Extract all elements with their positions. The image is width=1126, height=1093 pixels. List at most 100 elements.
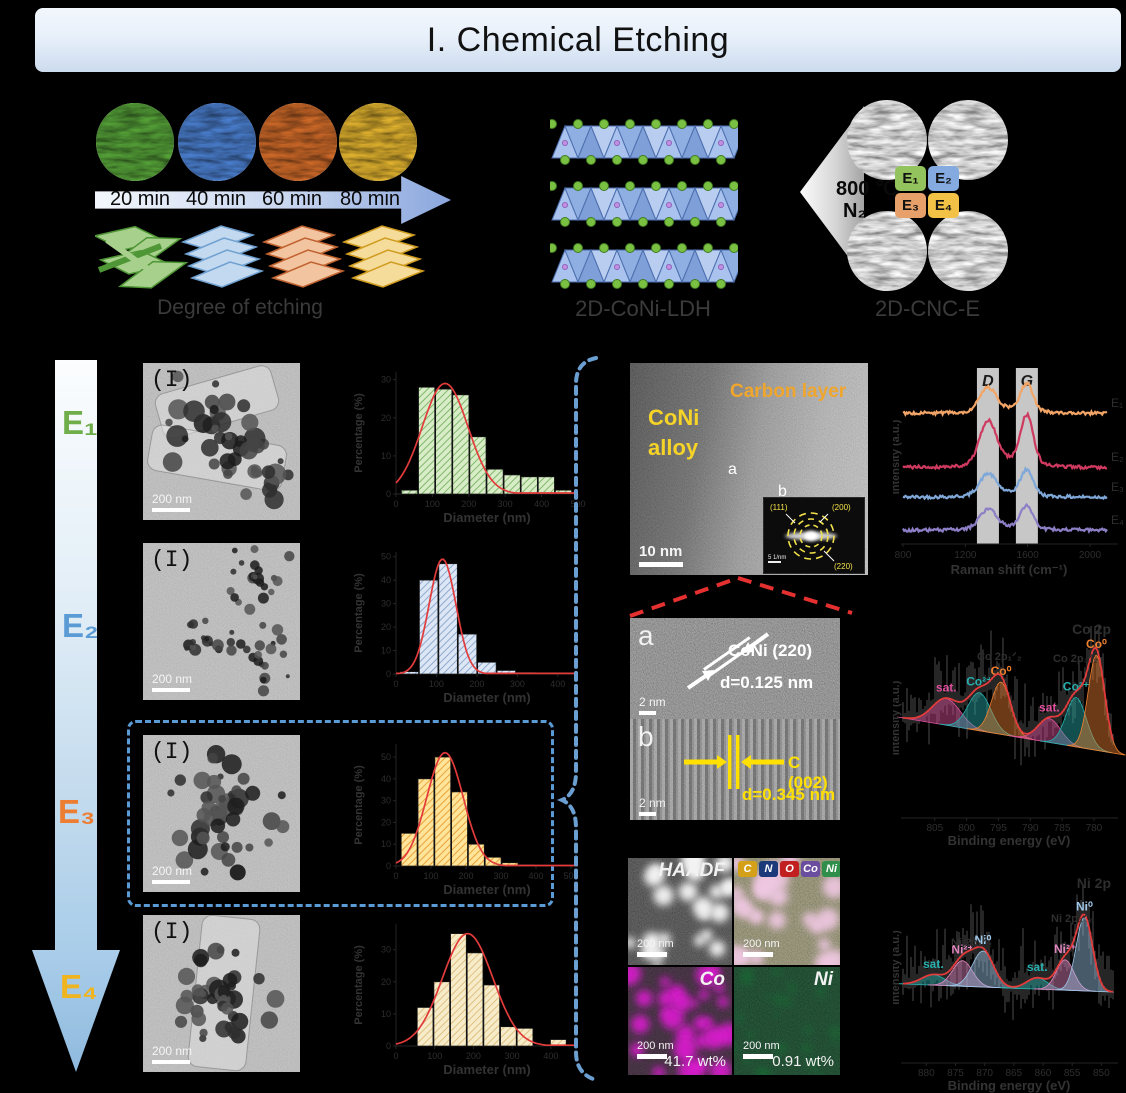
svg-text:10: 10 xyxy=(381,1009,391,1019)
saed-ring-220: (220) xyxy=(834,562,853,571)
badge-e3: E₃ xyxy=(895,193,926,218)
section-title: I. Chemical Etching xyxy=(426,20,730,59)
scalebar: 200 nm xyxy=(152,492,192,512)
phase-a-label: CoNi (220) xyxy=(728,641,813,660)
tint-orange xyxy=(259,103,337,181)
svg-text:200: 200 xyxy=(458,871,473,881)
scalebar: 200 nm xyxy=(152,672,192,692)
svg-text:0: 0 xyxy=(386,1041,391,1051)
svg-text:0: 0 xyxy=(393,499,398,509)
svg-text:300: 300 xyxy=(510,679,525,689)
svg-text:Percentage (%): Percentage (%) xyxy=(353,393,365,473)
svg-text:D: D xyxy=(982,373,994,390)
hrtem-overview-image: Carbon layer CoNi alloy a b 10 nm xyxy=(630,363,868,575)
svg-text:Diameter (nm): Diameter (nm) xyxy=(443,510,530,525)
svg-text:sat.: sat. xyxy=(923,957,944,971)
svg-text:200: 200 xyxy=(461,499,476,509)
svg-text:300: 300 xyxy=(493,871,508,881)
svg-text:Intensity (a.u.): Intensity (a.u.) xyxy=(893,419,902,494)
saed-ring-200: (200) xyxy=(832,503,851,512)
sem-circle-20min xyxy=(96,103,174,181)
svg-text:100: 100 xyxy=(423,871,438,881)
svg-text:855: 855 xyxy=(1064,1068,1081,1079)
cnc-label: 2D-CNC-E xyxy=(874,296,981,321)
svg-text:200: 200 xyxy=(469,679,484,689)
svg-text:870: 870 xyxy=(976,1068,993,1079)
carbon-layer-label: Carbon layer xyxy=(730,381,847,402)
eds-ni-map: Ni 200 nm 0.91 wt% xyxy=(734,967,840,1075)
tem-image-e3: (I) 200 nm xyxy=(143,735,300,892)
saed-ring-111: (111) xyxy=(770,503,788,512)
svg-text:E₄: E₄ xyxy=(1111,513,1124,527)
svg-text:50: 50 xyxy=(381,552,391,562)
element-badge-ni: Ni xyxy=(822,861,840,877)
svg-text:sat.: sat. xyxy=(1027,960,1048,974)
svg-text:20: 20 xyxy=(381,622,391,632)
svg-text:860: 860 xyxy=(1035,1068,1052,1079)
pyrolysis-temp: 800 ℃ xyxy=(836,178,898,200)
svg-text:E₃: E₃ xyxy=(1111,480,1124,494)
svg-text:0: 0 xyxy=(386,861,391,871)
phase-b-label: C (002) xyxy=(788,753,828,792)
panel-marker: (I) xyxy=(151,547,193,573)
svg-text:30: 30 xyxy=(381,796,391,806)
svg-text:40: 40 xyxy=(381,774,391,784)
svg-text:0: 0 xyxy=(393,1051,398,1061)
element-badge-n: N xyxy=(759,861,778,877)
time-label-80min: 80 min xyxy=(339,188,401,210)
svg-text:30: 30 xyxy=(381,945,391,955)
svg-text:300: 300 xyxy=(505,1051,520,1061)
svg-text:0: 0 xyxy=(393,679,398,689)
saed-pattern-inset: (111) (200) (220) 5 1/nm xyxy=(763,497,865,574)
ldh-label: 2D-CoNi-LDH xyxy=(575,296,711,321)
coni-alloy-label-2: alloy xyxy=(648,435,699,460)
stage-label-e2: E₂ xyxy=(62,607,99,644)
svg-text:400: 400 xyxy=(534,499,549,509)
svg-text:400: 400 xyxy=(550,679,565,689)
svg-text:10: 10 xyxy=(381,451,391,461)
svg-text:500: 500 xyxy=(563,871,578,881)
svg-text:Binding energy (eV): Binding energy (eV) xyxy=(948,1078,1071,1093)
sem-circle-e3 xyxy=(847,211,927,291)
stage-label-e3: E₃ xyxy=(58,793,96,830)
badge-e4: E₄ xyxy=(928,193,959,218)
sem-circle-60min xyxy=(259,103,337,181)
element-badge-o: O xyxy=(780,861,799,877)
svg-text:Intensity (a.u.): Intensity (a.u.) xyxy=(893,930,902,1005)
saed-scalebar: 5 1/nm xyxy=(768,555,786,561)
svg-text:Co 2p₃ᐟ₂: Co 2p₃ᐟ₂ xyxy=(1053,653,1098,665)
scalebar: 2 nm xyxy=(639,695,666,715)
degree-of-etching-caption: Degree of etching xyxy=(157,296,323,319)
time-label-60min: 60 min xyxy=(261,188,323,210)
svg-text:1600: 1600 xyxy=(1017,550,1040,561)
svg-text:20: 20 xyxy=(381,977,391,987)
time-label-20min: 20 min xyxy=(109,188,171,210)
brace-connector xyxy=(556,356,598,1082)
svg-text:Ni 2p₃ᐟ₂: Ni 2p₃ᐟ₂ xyxy=(1051,913,1093,925)
svg-text:Diameter (nm): Diameter (nm) xyxy=(443,1062,530,1077)
stage-label-e4: E₄ xyxy=(60,968,98,1005)
svg-text:40: 40 xyxy=(381,575,391,585)
svg-text:30: 30 xyxy=(381,599,391,609)
svg-text:Raman shift (cm⁻¹): Raman shift (cm⁻¹) xyxy=(951,562,1068,577)
scalebar: 200 nm xyxy=(743,1040,780,1059)
svg-text:Ni 2p: Ni 2p xyxy=(1077,875,1111,891)
svg-text:Binding energy (eV): Binding energy (eV) xyxy=(948,833,1071,848)
svg-text:Percentage (%): Percentage (%) xyxy=(353,945,365,1025)
tem-image-e1: (I) 200 nm xyxy=(143,363,300,520)
co-map-title: Co xyxy=(699,969,725,990)
nanosheet-stacks-illustration xyxy=(95,225,425,289)
scalebar: 200 nm xyxy=(637,1040,674,1059)
svg-text:Co 2p₁ᐟ₂: Co 2p₁ᐟ₂ xyxy=(977,651,1022,663)
magnification-dashes xyxy=(629,576,853,618)
svg-text:400: 400 xyxy=(543,1051,558,1061)
coni-alloy-label-1: CoNi xyxy=(648,405,700,430)
svg-text:E₁: E₁ xyxy=(1111,396,1123,410)
svg-text:Ni 2p₁ᐟ₂: Ni 2p₁ᐟ₂ xyxy=(951,937,992,949)
hrtem-lattice-a: a CoNi (220) d=0.125 nm 2 nm xyxy=(630,618,840,719)
svg-text:850: 850 xyxy=(1093,1068,1110,1079)
eds-haadf-image: HAADF 200 nm xyxy=(628,858,732,965)
